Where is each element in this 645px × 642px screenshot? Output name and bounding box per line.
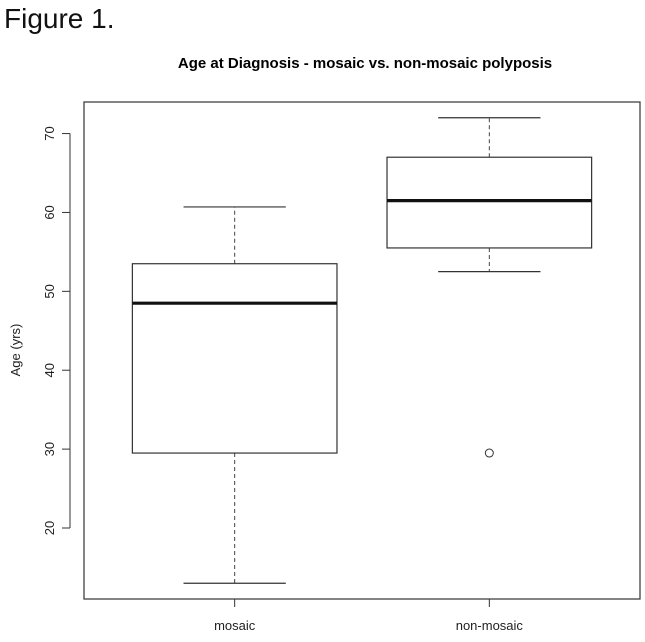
chart-title: Age at Diagnosis - mosaic vs. non-mosaic… [178, 55, 552, 72]
y-tick-label-40: 40 [42, 363, 57, 377]
plot-frame [83, 101, 641, 600]
iqr-box-mosaic [131, 263, 338, 454]
x-axis: mosaic non-mosaic [214, 599, 523, 633]
iqr-box-non-mosaic [386, 156, 593, 249]
box-non-mosaic [386, 117, 593, 458]
y-tick-label-70: 70 [42, 126, 57, 140]
y-tick-label-50: 50 [42, 284, 57, 298]
y-axis: 20 30 40 50 60 70 [42, 126, 71, 535]
x-tick-label-non-mosaic: non-mosaic [456, 618, 524, 633]
y-tick-label-30: 30 [42, 442, 57, 456]
y-tick-label-20: 20 [42, 521, 57, 535]
y-axis-label: Age (yrs) [8, 324, 23, 377]
outlier-point-non-mosaic-0 [484, 448, 494, 458]
figure-label: Figure 1. [4, 3, 115, 34]
box-mosaic [131, 206, 338, 584]
y-tick-label-60: 60 [42, 205, 57, 219]
boxes-layer [131, 117, 593, 584]
x-tick-label-mosaic: mosaic [214, 618, 256, 633]
